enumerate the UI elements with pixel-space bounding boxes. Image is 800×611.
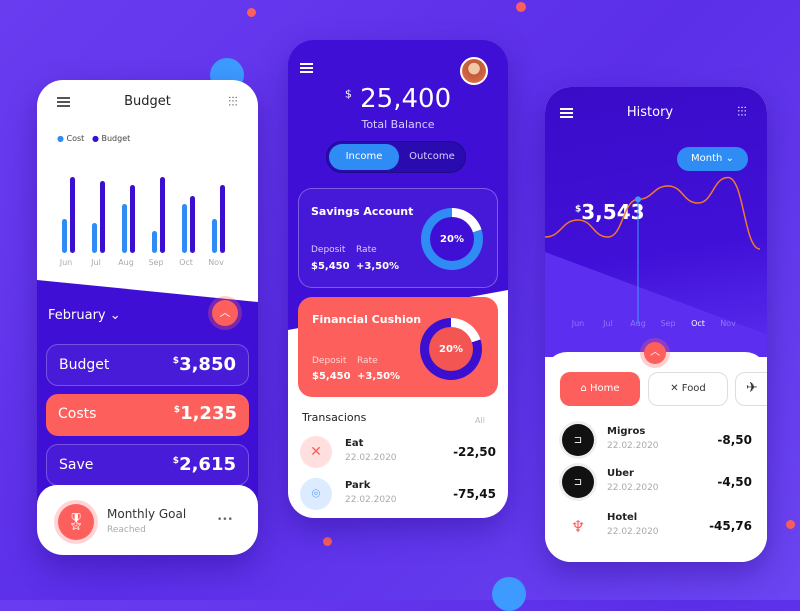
fork-knife-icon: ✕ [300, 436, 332, 468]
rate-label: Rate [356, 245, 377, 255]
transaction-item[interactable]: ✕ Eat 22.02.2020 -22,50 [300, 436, 496, 472]
tab-outcome[interactable]: Outcome [409, 151, 455, 162]
fork-knife-icon: ✕ [670, 383, 679, 394]
category-travel[interactable]: ✈ [735, 372, 767, 406]
x-tick-label[interactable]: Jul [603, 319, 613, 328]
deposit-label: Deposit [311, 245, 346, 255]
income-outcome-toggle: Income Outcome [326, 141, 466, 173]
airplane-icon: ✈ [746, 380, 758, 396]
bar-cost-aug [122, 204, 127, 253]
bar-cost-jul [92, 223, 97, 253]
x-tick-label: Nov [208, 258, 224, 267]
bar-cost-jun [62, 219, 67, 253]
period-dropdown[interactable]: Month ⌄ [677, 147, 748, 171]
deposit-value: $5,450 [311, 261, 350, 272]
financial-cushion-card[interactable]: Financial Cushion Deposit $5,450 Rate +3… [298, 297, 498, 397]
medal-icon: 🎖 [58, 504, 94, 540]
decor-dot [786, 520, 795, 529]
bar-budget-jun [70, 177, 75, 253]
bar-budget-aug [130, 185, 135, 253]
history-line [545, 176, 761, 250]
month-dropdown[interactable]: February ⌄ [48, 308, 121, 323]
bar-cost-sep [152, 231, 157, 253]
monthly-goal-card[interactable]: 🎖 Monthly Goal Reached ••• [37, 485, 258, 555]
selected-amount: $3,543 [575, 200, 645, 224]
decor-dot [247, 8, 256, 17]
hamburger-icon[interactable] [560, 108, 573, 118]
rate-value: +3,50% [356, 261, 400, 272]
decor-dot [323, 537, 332, 546]
uber-icon: ⊐ [562, 466, 594, 498]
bar-budget-sep [160, 177, 165, 253]
x-tick-label: Oct [179, 258, 193, 267]
x-tick-label: Sep [148, 258, 164, 267]
airbnb-icon: ♆ [562, 510, 594, 542]
total-balance: $ 25,400 [344, 84, 452, 114]
history-item[interactable]: ⊐ Uber 22.02.2020 -4,50 [562, 466, 752, 502]
progress-ring: 20% [421, 208, 483, 270]
x-tick-label[interactable]: Aug [630, 319, 646, 328]
decor-circle [492, 577, 526, 611]
total-balance-label: Total Balance [361, 118, 435, 131]
card-title: Financial Cushion [312, 313, 422, 326]
category-food[interactable]: ✕ Food [648, 372, 728, 406]
history-item[interactable]: ♆ Hotel 22.02.2020 -45,76 [562, 510, 752, 546]
page-title: Budget [124, 94, 171, 109]
progress-ring: 20% [420, 318, 482, 380]
goal-status: Reached [107, 525, 146, 535]
avatar[interactable] [460, 57, 488, 85]
x-tick-label: Jun [59, 258, 73, 267]
x-tick-label: Jul [91, 258, 101, 267]
costs-row[interactable]: Costs $1,235 [46, 394, 249, 436]
legend: ● Cost ● Budget [57, 134, 131, 143]
deposit-label: Deposit [312, 356, 347, 366]
chevron-down-icon: ⌄ [109, 308, 121, 323]
bar-budget-nov [220, 185, 225, 253]
page-title: History [626, 105, 674, 120]
card-title: Savings Account [311, 205, 414, 218]
budget-row[interactable]: Budget $3,850 [46, 344, 249, 386]
goal-title: Monthly Goal [107, 507, 187, 521]
hamburger-icon[interactable] [300, 63, 313, 73]
line-chart [545, 176, 761, 324]
history-item[interactable]: ⊐ Migros 22.02.2020 -8,50 [562, 424, 752, 460]
hamburger-icon[interactable] [57, 97, 70, 107]
transaction-item[interactable]: ⌾ Park 22.02.2020 -75,45 [300, 478, 496, 514]
chevron-down-icon: ⌄ [725, 153, 734, 164]
uber-icon: ⊐ [562, 424, 594, 456]
sliders-icon[interactable]: ⫶⫶⫶ [737, 105, 747, 120]
more-icon[interactable]: ••• [217, 515, 233, 525]
savings-account-card[interactable]: Savings Account Deposit $5,450 Rate +3,5… [298, 188, 498, 288]
x-tick-label[interactable]: Sep [660, 319, 676, 328]
all-link[interactable]: All [475, 416, 485, 425]
tab-income[interactable]: Income [329, 144, 399, 170]
bar-budget-jul [100, 181, 105, 253]
bar-budget-oct [190, 196, 195, 253]
x-tick-label: Aug [118, 258, 134, 267]
bar-cost-oct [182, 204, 187, 253]
balance-screen: $ 25,400 Total Balance Income Outcome Sa… [288, 40, 508, 518]
x-tick-label[interactable]: Nov [720, 319, 736, 328]
location-pin-icon: ⌾ [300, 478, 332, 510]
history-screen: History ⫶⫶⫶ Month ⌄ $3,543 ︿ ⌂ Home ✕ Fo… [545, 87, 767, 562]
highlight-point[interactable] [635, 196, 641, 203]
home-icon: ⌂ [580, 383, 587, 394]
category-home[interactable]: ⌂ Home [560, 372, 640, 406]
budget-screen: Budget ⫶⫶⫶ ● Cost ● Budget February ⌄ ︿ … [37, 80, 258, 555]
collapse-button[interactable]: ︿ [212, 300, 238, 326]
save-row[interactable]: Save $2,615 [46, 444, 249, 486]
rate-label: Rate [357, 356, 378, 366]
deposit-value: $5,450 [312, 371, 351, 382]
x-tick-label[interactable]: Oct [691, 319, 705, 328]
sliders-icon[interactable]: ⫶⫶⫶ [228, 95, 238, 110]
collapse-button[interactable]: ︿ [644, 342, 666, 364]
transactions-title: Transacions [302, 411, 367, 424]
x-tick-label[interactable]: Jun [571, 319, 585, 328]
rate-value: +3,50% [357, 371, 401, 382]
bar-cost-nov [212, 219, 217, 253]
decor-dot [516, 2, 526, 12]
